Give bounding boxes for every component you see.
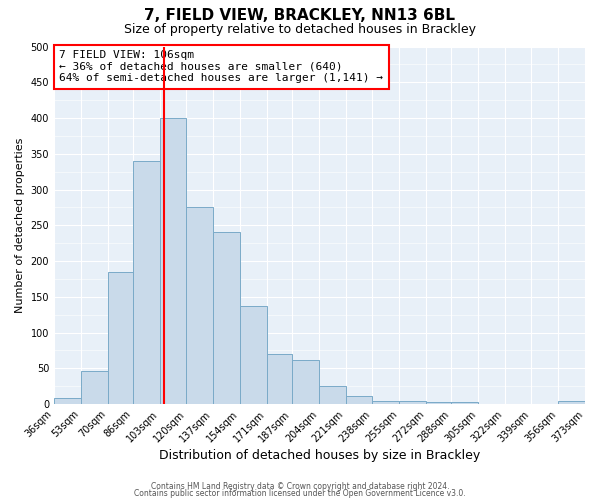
Bar bbox=[213, 232, 240, 404]
X-axis label: Distribution of detached houses by size in Brackley: Distribution of detached houses by size … bbox=[159, 450, 480, 462]
Text: Contains HM Land Registry data © Crown copyright and database right 2024.: Contains HM Land Registry data © Crown c… bbox=[151, 482, 449, 491]
Bar bbox=[81, 371, 107, 404]
Bar bbox=[107, 272, 133, 404]
Y-axis label: Number of detached properties: Number of detached properties bbox=[15, 138, 25, 313]
Bar bbox=[133, 161, 160, 404]
Bar bbox=[373, 400, 399, 404]
Text: Contains public sector information licensed under the Open Government Licence v3: Contains public sector information licen… bbox=[134, 490, 466, 498]
Bar bbox=[319, 386, 346, 404]
Bar bbox=[426, 402, 451, 404]
Bar bbox=[451, 402, 478, 404]
Bar bbox=[292, 360, 319, 404]
Bar bbox=[160, 118, 187, 404]
Text: 7, FIELD VIEW, BRACKLEY, NN13 6BL: 7, FIELD VIEW, BRACKLEY, NN13 6BL bbox=[145, 8, 455, 22]
Bar bbox=[346, 396, 373, 404]
Bar bbox=[240, 306, 267, 404]
Text: 7 FIELD VIEW: 106sqm
← 36% of detached houses are smaller (640)
64% of semi-deta: 7 FIELD VIEW: 106sqm ← 36% of detached h… bbox=[59, 50, 383, 84]
Bar bbox=[54, 398, 81, 404]
Bar bbox=[558, 401, 585, 404]
Bar bbox=[187, 208, 213, 404]
Bar bbox=[399, 401, 426, 404]
Bar bbox=[267, 354, 292, 404]
Text: Size of property relative to detached houses in Brackley: Size of property relative to detached ho… bbox=[124, 22, 476, 36]
